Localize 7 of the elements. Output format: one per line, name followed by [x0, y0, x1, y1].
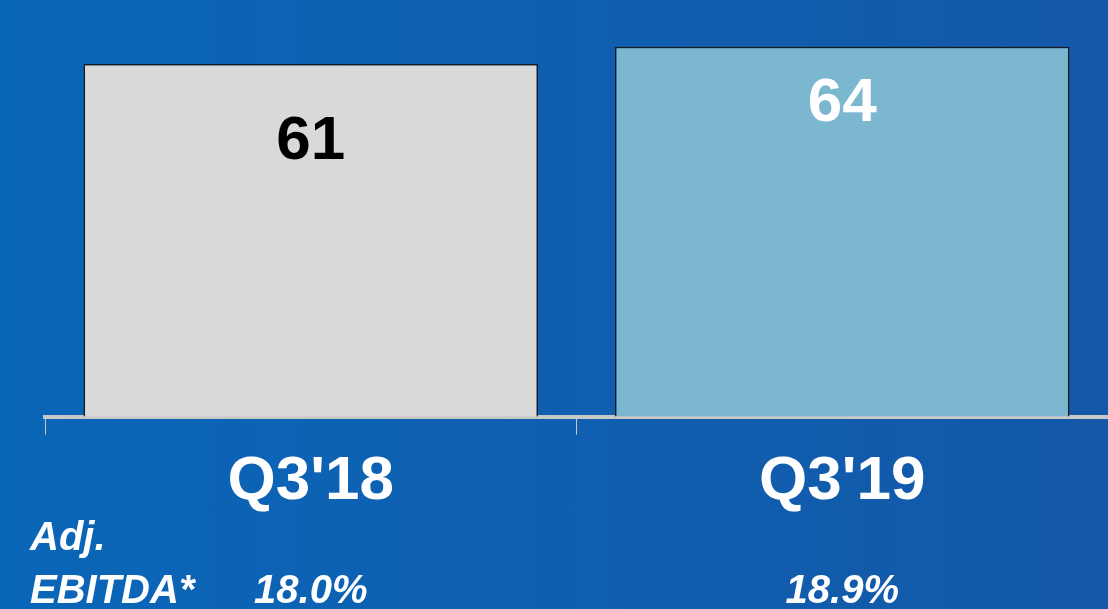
text: Adj. EBITDA*	[29, 514, 197, 609]
x-tick-label: Q3'18	[227, 442, 394, 512]
text: 18.9%	[785, 567, 899, 609]
text: 18.0%	[254, 567, 368, 609]
data-label: 61	[276, 103, 346, 173]
x-tick-label: Q3'19	[759, 442, 926, 512]
data-label: 64	[807, 64, 878, 134]
